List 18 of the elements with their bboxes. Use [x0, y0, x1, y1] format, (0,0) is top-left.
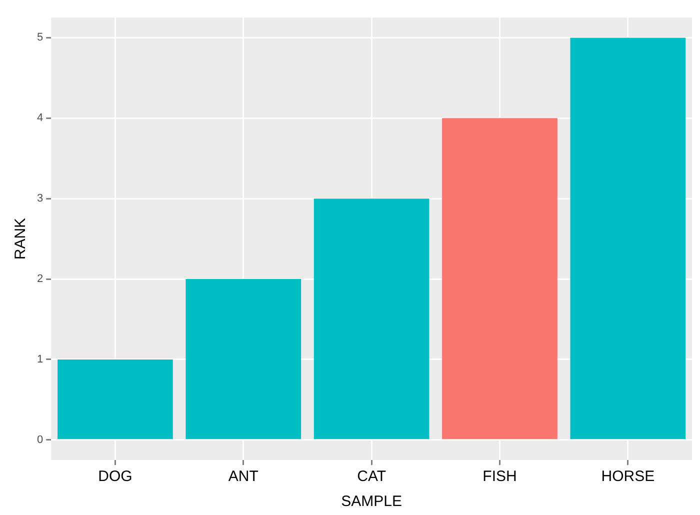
x-tick-label: ANT [228, 468, 258, 486]
y-tick-label: 0 [36, 434, 44, 446]
x-tick-label: HORSE [601, 468, 655, 486]
y-tick-label: 4 [36, 112, 44, 124]
x-tick-label: FISH [482, 468, 517, 486]
bar [186, 279, 302, 440]
bar [58, 359, 173, 440]
bar [570, 38, 686, 440]
y-axis-title: RANK [12, 218, 30, 260]
y-tick-label: 5 [36, 32, 44, 44]
x-tick-label: CAT [357, 468, 386, 486]
y-tick-label: 3 [36, 192, 44, 205]
y-tick-label: 2 [36, 273, 44, 286]
x-tick-label: DOG [98, 468, 132, 486]
bar [314, 198, 430, 440]
y-tick-label: 1 [36, 353, 44, 366]
bar [442, 118, 558, 440]
x-axis-title: SAMPLE [341, 493, 402, 510]
